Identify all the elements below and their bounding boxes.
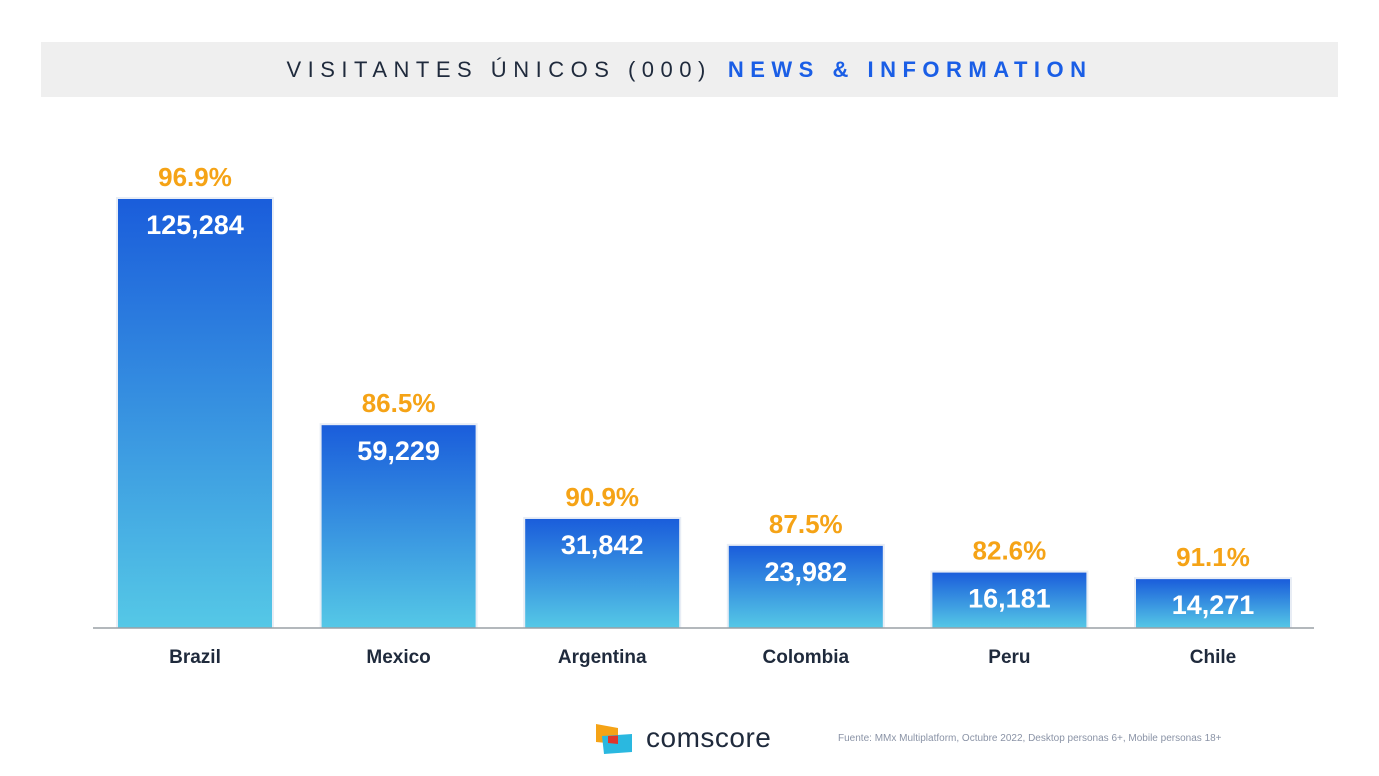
bar-colombia	[728, 545, 883, 628]
bar-peru	[932, 572, 1087, 628]
bar-chile	[1136, 579, 1290, 628]
category-label: Chile	[1190, 647, 1236, 668]
value-label: 14,271	[1172, 590, 1255, 620]
footer: comscore Fuente: MMx Multiplatform, Octu…	[0, 716, 1379, 766]
category-label: Brazil	[169, 647, 221, 668]
category-label: Colombia	[763, 647, 850, 668]
percent-label: 91.1%	[1176, 542, 1250, 572]
comscore-brand: comscore	[646, 722, 772, 753]
percent-label: 86.5%	[362, 388, 436, 418]
chart-title-main: VISITANTES ÚNICOS (000)	[286, 56, 712, 82]
category-label: Peru	[988, 647, 1030, 668]
value-label: 59,229	[357, 436, 440, 466]
percent-label: 87.5%	[769, 509, 843, 539]
labels-layer: 125,284 96.9% Brazil 59,229 86.5% Mexico 31,84…	[146, 162, 1254, 668]
chart-title: VISITANTES ÚNICOS (000) NEWS & INFORMATI…	[41, 42, 1338, 97]
category-label: Argentina	[558, 647, 647, 668]
chart-title-accent: NEWS & INFORMATION	[727, 56, 1093, 82]
percent-label: 90.9%	[565, 482, 639, 512]
value-label: 23,982	[765, 557, 848, 587]
value-label: 16,181	[968, 584, 1051, 614]
bar-chart: 125,284 96.9% Brazil 59,229 86.5% Mexico 31,84…	[93, 162, 1314, 668]
bar-brazil	[118, 199, 272, 628]
value-label: 125,284	[146, 210, 244, 240]
bars-layer	[116, 197, 1292, 628]
bar-argentina	[525, 518, 680, 628]
percent-label: 82.6%	[973, 536, 1047, 566]
bar-mexico	[321, 425, 476, 628]
percent-label: 96.9%	[158, 162, 232, 192]
value-label: 31,842	[561, 530, 644, 560]
source-note: Fuente: MMx Multiplatform, Octubre 2022,…	[838, 733, 1222, 744]
comscore-logo-icon	[596, 724, 632, 754]
category-label: Mexico	[366, 647, 430, 668]
